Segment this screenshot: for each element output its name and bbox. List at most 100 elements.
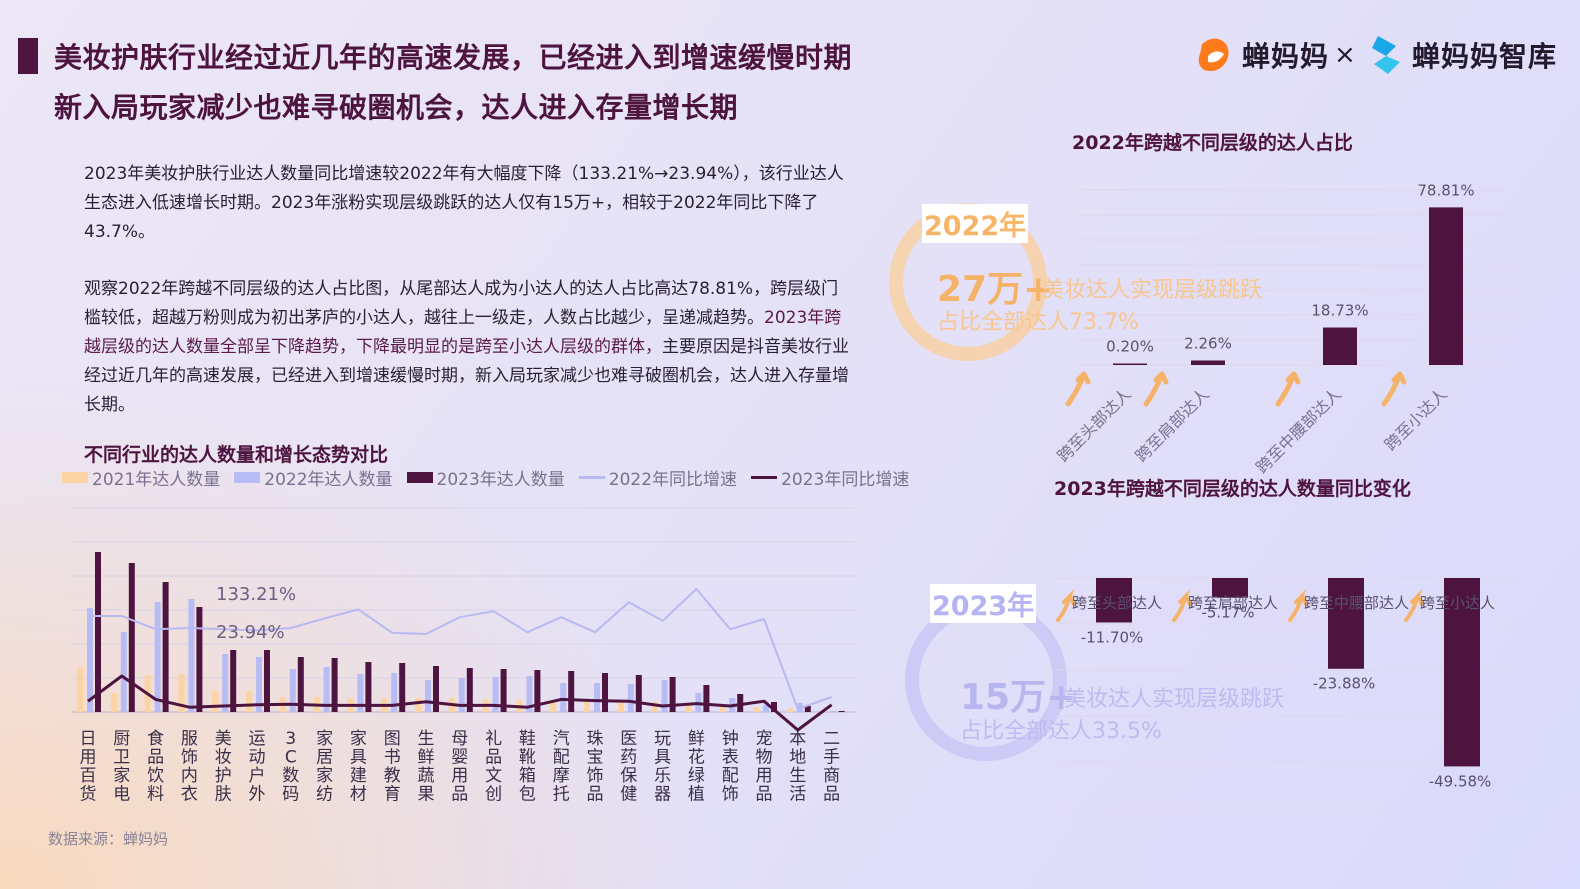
jump-desc-2023: 美妆达人实现层级跳跃	[1064, 687, 1285, 712]
bar-2	[95, 552, 101, 712]
jump-share-2022: 占比全部达人73.7%	[937, 310, 1139, 335]
jump-count-2023: 15万+	[960, 677, 1077, 718]
category-label-char: 家	[316, 729, 333, 749]
legend-item: 2021年达人数量	[62, 465, 220, 490]
category-label-char: 居	[316, 748, 333, 768]
category-label-char: 手	[823, 748, 840, 768]
category-label-char: 文	[485, 766, 502, 786]
category-label-char: 珠	[587, 729, 604, 749]
bar-2	[534, 670, 541, 712]
legend-item: 2022年同比增速	[578, 465, 738, 490]
chanmama-zhiku-logo-text: 蝉妈妈智库	[1412, 40, 1558, 73]
category-label-char: 鲜	[688, 729, 705, 749]
legend-swatch	[234, 472, 261, 483]
category-label-char: 婴	[451, 748, 468, 768]
category-label-char: 品	[756, 785, 773, 805]
category-label-char: 托	[553, 785, 570, 805]
category-label-char: 饰	[722, 785, 739, 805]
category-label-char: 具	[350, 748, 367, 768]
category-label-char: 果	[418, 785, 435, 805]
value-label-2022: 18.73%	[1311, 302, 1368, 320]
bar-2022	[1323, 327, 1357, 365]
category-label-char: 表	[722, 748, 739, 768]
legend-swatch	[751, 476, 778, 479]
jump-count-2022: 27万+	[937, 269, 1054, 310]
legend-label: 2023年同比增速	[781, 470, 910, 490]
analysis-text-2: 主要原因是抖音美妆行业经过近几年的高速发展，已经进入到增速缓慢时期，新入局玩家减…	[84, 337, 849, 415]
bar-0	[550, 700, 557, 712]
category-label-char: 料	[147, 785, 164, 805]
bar-1	[830, 711, 837, 712]
chanmama-zhiku-logo-icon	[1372, 36, 1400, 74]
bar-1	[425, 680, 431, 712]
up-arrow-icon	[1275, 371, 1301, 407]
category-label-char: 用	[756, 766, 773, 786]
category-label-char: 活	[789, 785, 806, 805]
up-arrow-icon	[1056, 589, 1076, 622]
category-label-char: 摩	[553, 766, 570, 786]
category-label-char: 蔬	[418, 766, 435, 786]
bar-2023	[1096, 578, 1132, 623]
category-label-char: 玩	[654, 729, 671, 749]
legend-item: 2022年达人数量	[234, 465, 393, 490]
line-2022-growth	[88, 588, 832, 710]
category-label-char: 书	[384, 748, 401, 768]
bar-2	[737, 694, 744, 712]
bar-2	[162, 582, 169, 712]
category-label-char: 地	[789, 748, 806, 768]
up-arrow-icon	[1143, 371, 1169, 407]
bar-2	[838, 711, 845, 712]
bar-1	[256, 657, 262, 712]
bar-1	[87, 608, 93, 712]
category-label-char: 健	[620, 785, 637, 805]
bar-0	[617, 701, 624, 712]
legend-label: 2022年同比增速	[608, 470, 738, 490]
category-label-char: 家	[350, 729, 367, 749]
category-label-char: 生	[418, 729, 435, 749]
bar-1	[458, 678, 465, 712]
analysis-highlight: 2023年跨越层级的达人数量全部呈下降趋势，下降最明显的是跨至小达人层级的群体，	[84, 308, 842, 357]
category-label-char: 建	[350, 766, 367, 786]
bar-0	[753, 707, 759, 712]
year-badge-2022: 2022年	[922, 204, 1029, 243]
category-label-char: 品	[587, 785, 604, 805]
bar-0	[77, 667, 83, 712]
chanmama-logo: 蝉妈妈	[1194, 34, 1329, 76]
category-label-char: 肤	[215, 785, 232, 805]
category-label-char: 商	[823, 766, 840, 786]
legend-label: 2021年达人数量	[92, 470, 221, 490]
category-label-char: 配	[722, 766, 739, 786]
chart-2023-title: 2023年跨越不同层级的达人数量同比变化	[1054, 478, 1411, 500]
bar-2022	[1191, 360, 1225, 365]
category-label-char: 货	[80, 785, 97, 805]
category-label-char: 妆	[215, 748, 232, 768]
category-label-char: 医	[620, 729, 637, 749]
category-label-char: 鞋	[519, 729, 536, 749]
line-2023-growth	[87, 674, 833, 732]
chanmama-logo-text: 蝉妈妈	[1242, 40, 1330, 73]
category-label-char: 乐	[654, 766, 671, 786]
page-title-line1: 美妆护肤行业经过近几年的高速发展，已经进入到增速缓慢时期	[54, 41, 853, 74]
bar-1	[560, 683, 567, 712]
legend-item: 2023年同比增速	[751, 465, 909, 490]
category-label-char: 电	[113, 785, 130, 805]
intro-paragraph: 2023年美妆护肤行业达人数量同比增速较2022年有大幅度下降（133.21%→…	[84, 164, 844, 242]
bar-2	[297, 657, 304, 712]
legend-swatch	[62, 472, 88, 483]
category-label-char: 宝	[587, 748, 604, 768]
bar-1	[188, 599, 195, 712]
up-arrow-icon	[1172, 589, 1192, 622]
category-label-char: 品	[147, 748, 164, 768]
value-label-2023: -49.58%	[1429, 772, 1492, 790]
category-label-char: 纺	[316, 785, 333, 805]
bar-1	[323, 667, 330, 712]
bar-2023	[1328, 578, 1364, 669]
category-label-char: 植	[688, 785, 705, 805]
bar-0	[651, 702, 658, 712]
category-label-char: 汽	[553, 729, 570, 749]
title-accent-bar	[18, 38, 38, 74]
category-label-char: 礼	[485, 729, 502, 749]
category-label-2023: 跨至肩部达人	[1188, 594, 1278, 612]
annotation-2022-growth: 133.21%	[216, 584, 296, 605]
